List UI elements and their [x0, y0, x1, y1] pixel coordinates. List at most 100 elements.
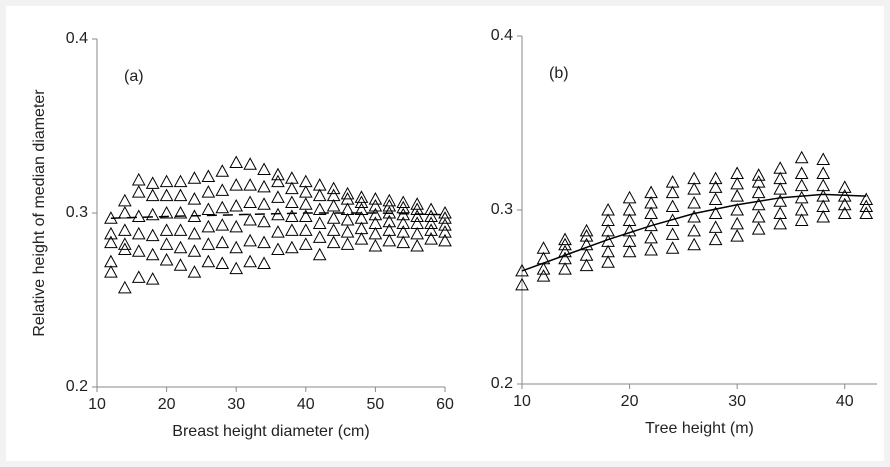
data-point: [558, 232, 572, 246]
data-point: [201, 237, 216, 250]
data-point: [326, 188, 341, 202]
data-point: [104, 265, 118, 278]
x-tick-label: 40: [836, 393, 854, 410]
data-point: [201, 169, 216, 182]
data-point: [159, 188, 174, 202]
data-point: [773, 171, 788, 185]
data-point: [243, 178, 257, 191]
data-point: [730, 176, 744, 190]
data-point: [410, 226, 425, 240]
data-point: [687, 182, 701, 195]
data-point: [131, 226, 146, 240]
data-point: [340, 225, 355, 238]
data-point: [438, 218, 452, 231]
data-point: [816, 166, 831, 179]
data-point: [187, 171, 202, 184]
x-tick-label: 20: [621, 393, 639, 410]
data-point: [145, 176, 160, 189]
x-axis-label: Tree height (m): [645, 420, 754, 437]
data-point: [145, 272, 160, 285]
data-point: [257, 214, 271, 228]
data-point: [285, 223, 299, 236]
data-point: [794, 202, 809, 216]
data-point: [622, 223, 637, 237]
data-point: [229, 219, 244, 233]
data-point: [187, 192, 202, 205]
data-point: [579, 223, 594, 237]
data-point: [665, 199, 680, 213]
data-point: [173, 258, 188, 271]
data-point: [816, 152, 831, 166]
data-point: [622, 213, 637, 226]
data-point: [229, 155, 244, 169]
x-axis-label: Breast height diameter (cm): [172, 423, 369, 440]
data-point: [201, 219, 216, 233]
data-point: [794, 213, 809, 226]
data-point: [354, 211, 369, 224]
data-point: [773, 206, 788, 219]
data-point: [424, 232, 438, 245]
data-point: [145, 247, 160, 261]
data-point: [438, 233, 452, 247]
data-point: [131, 185, 146, 198]
data-point: [410, 209, 425, 222]
data-point: [215, 218, 230, 231]
data-point: [117, 223, 132, 236]
data-point: [215, 183, 230, 196]
data-point: [243, 212, 257, 226]
data-point: [794, 166, 809, 179]
data-point: [622, 190, 637, 204]
data-point: [515, 277, 529, 291]
data-point: [187, 265, 202, 278]
data-point: [257, 256, 271, 269]
data-point: [794, 190, 809, 204]
data-point: [773, 194, 788, 207]
x-tick-label: 40: [297, 396, 315, 413]
data-point: [382, 223, 397, 236]
data-point: [201, 185, 216, 198]
data-point: [298, 185, 313, 198]
data-point: [104, 226, 118, 240]
data-point: [751, 209, 766, 223]
data-point: [271, 225, 285, 238]
data-point: [601, 244, 615, 258]
data-point: [117, 280, 132, 294]
data-point: [354, 202, 369, 216]
data-point: [326, 223, 341, 236]
data-point: [708, 192, 723, 206]
data-point: [368, 226, 383, 240]
y-tick-label: 0.4: [66, 30, 88, 47]
data-point: [396, 216, 411, 229]
data-point: [579, 248, 594, 261]
data-point: [410, 197, 425, 210]
data-point: [257, 197, 271, 210]
data-point: [187, 226, 202, 240]
data-point: [131, 270, 146, 283]
data-point: [424, 209, 438, 222]
fit-line: [521, 193, 867, 272]
data-point: [326, 211, 341, 224]
data-point: [326, 181, 341, 195]
data-point: [751, 168, 766, 181]
data-point: [354, 232, 369, 245]
x-tick-label: 50: [367, 396, 385, 413]
data-point: [859, 206, 874, 219]
data-point: [173, 188, 188, 202]
data-point: [312, 216, 327, 229]
data-point: [396, 225, 411, 238]
data-point: [368, 216, 383, 229]
data-point: [285, 195, 299, 209]
data-point: [601, 223, 615, 237]
data-point: [837, 197, 852, 211]
data-point: [773, 182, 788, 195]
data-point: [298, 174, 313, 188]
data-point: [730, 216, 744, 230]
data-point: [601, 202, 615, 216]
data-point: [173, 205, 188, 219]
data-point: [368, 239, 383, 252]
data-point: [708, 180, 723, 193]
data-point: [285, 209, 299, 222]
data-point: [117, 237, 132, 250]
data-point: [644, 206, 658, 219]
